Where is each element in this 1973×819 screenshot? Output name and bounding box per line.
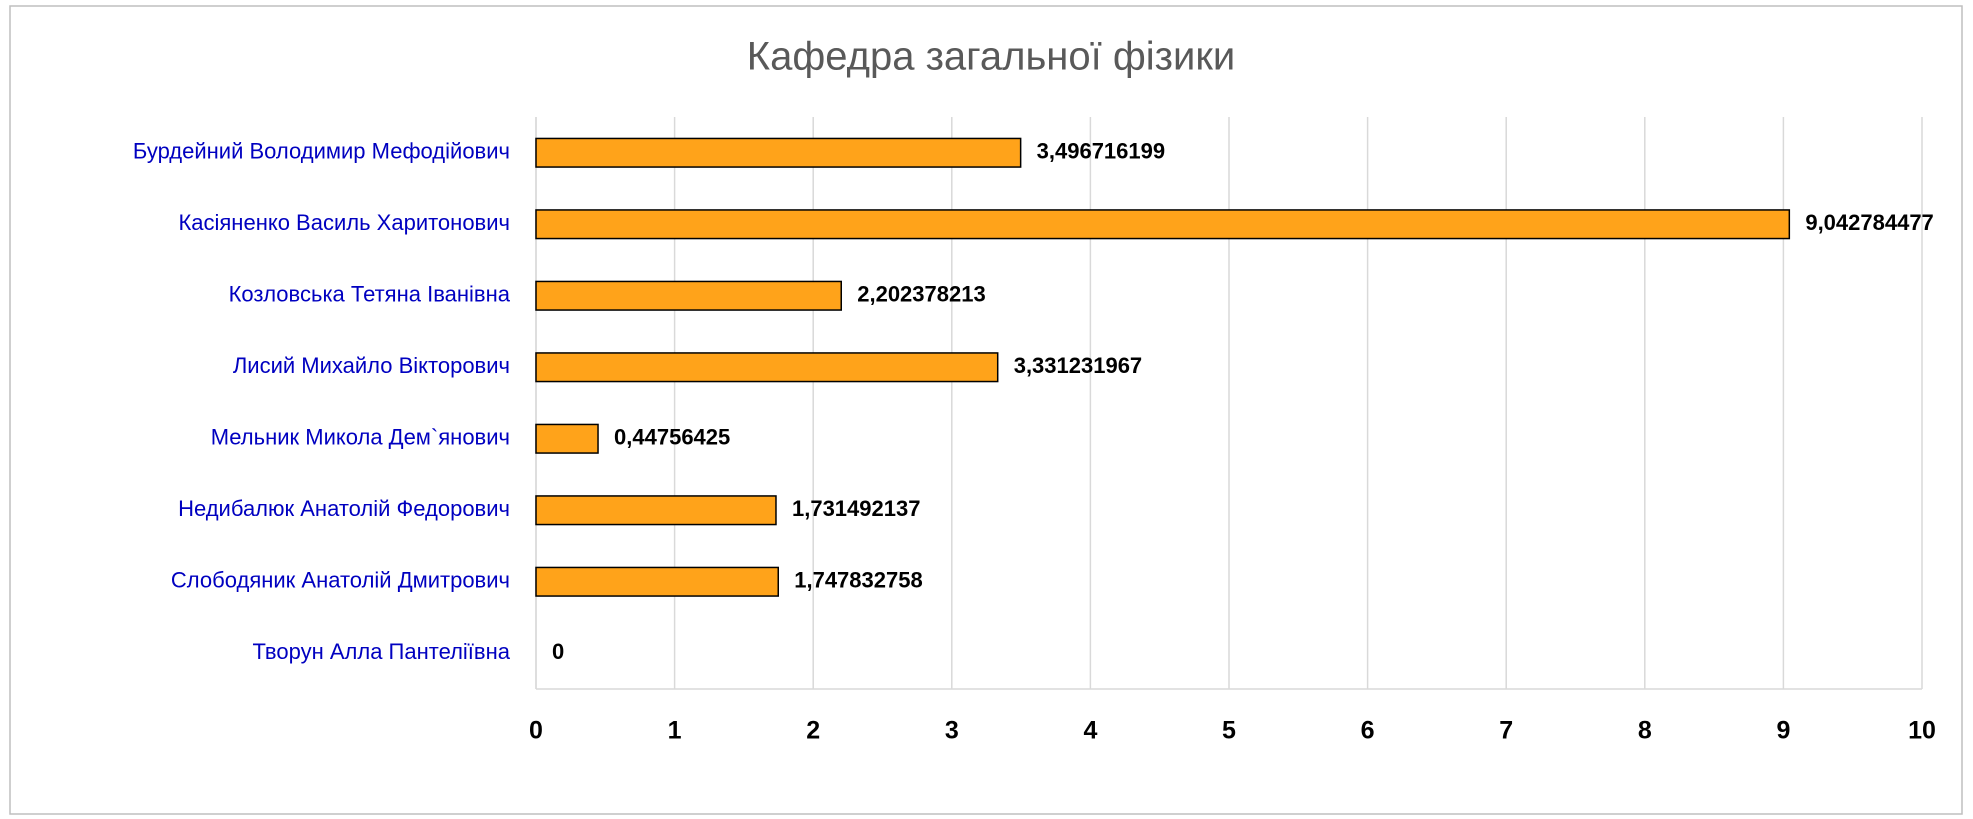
x-tick-label: 7 xyxy=(1499,717,1513,745)
x-tick-label: 9 xyxy=(1776,717,1790,745)
bar xyxy=(535,495,777,526)
bar xyxy=(535,209,1791,240)
y-tick-label: Творун Алла Пантеліївна xyxy=(252,639,510,664)
x-tick-label: 0 xyxy=(529,717,543,745)
chart-title: Кафедра загальної фізики xyxy=(747,35,1235,79)
x-tick-label: 1 xyxy=(668,717,682,745)
bar xyxy=(535,137,1022,168)
x-tick-label: 8 xyxy=(1638,717,1652,745)
data-label: 1,747832758 xyxy=(794,568,922,593)
y-tick-label: Бурдейний Володимир Мефодійович xyxy=(133,139,510,164)
x-tick-label: 2 xyxy=(806,717,820,745)
y-tick-label: Козловська Тетяна Іванівна xyxy=(229,282,511,307)
data-label: 9,042784477 xyxy=(1805,210,1933,235)
data-label: 0 xyxy=(552,639,564,664)
y-tick-label: Мельник Микола Дем`янович xyxy=(211,425,510,450)
data-label: 3,496716199 xyxy=(1037,139,1165,164)
data-label: 0,44756425 xyxy=(614,425,730,450)
chart-frame xyxy=(9,5,1963,815)
bar xyxy=(535,566,779,597)
bar xyxy=(535,352,999,383)
x-tick-label: 5 xyxy=(1222,717,1236,745)
y-tick-label: Слободяник Анатолій Дмитрович xyxy=(171,568,510,593)
data-label: 2,202378213 xyxy=(857,282,985,307)
x-tick-label: 3 xyxy=(945,717,959,745)
bar xyxy=(535,280,842,311)
data-label: 1,731492137 xyxy=(792,496,920,521)
x-tick-label: 6 xyxy=(1361,717,1375,745)
x-tick-label: 4 xyxy=(1083,717,1097,745)
x-tick-label: 10 xyxy=(1908,717,1936,745)
data-label: 3,331231967 xyxy=(1014,353,1142,378)
y-tick-label: Касіяненко Василь Харитонович xyxy=(178,210,510,235)
y-tick-label: Лисий Михайло Вікторович xyxy=(233,353,510,378)
y-tick-label: Недибалюк Анатолій Федорович xyxy=(178,496,510,521)
bar xyxy=(535,423,599,454)
